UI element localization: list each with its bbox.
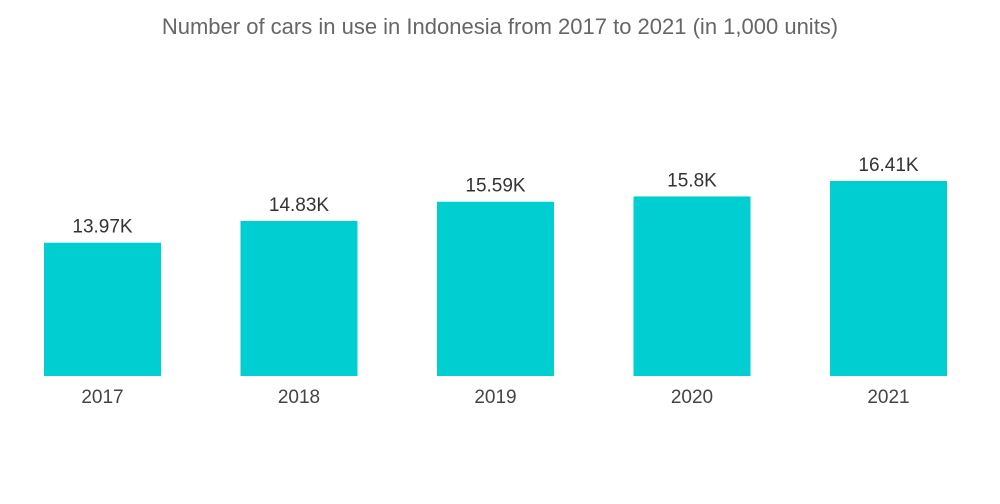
x-tick-label-2017: 2017	[81, 387, 123, 408]
x-tick-label-2019: 2019	[474, 387, 516, 408]
value-label-2018: 14.83K	[269, 195, 330, 216]
chart-title: Number of cars in use in Indonesia from …	[161, 14, 839, 39]
value-label-2020: 15.8K	[667, 170, 717, 191]
value-label-2019: 15.59K	[465, 176, 526, 197]
bar-2020	[633, 196, 751, 376]
x-axis-tick-labels: 2017 2018 2019 2020 2021	[81, 387, 909, 408]
bar-2017	[44, 242, 161, 376]
x-tick-label-2021: 2021	[867, 387, 909, 408]
bar-2018	[240, 220, 358, 376]
bars-layer	[44, 181, 947, 376]
value-label-2017: 13.97K	[72, 217, 133, 238]
x-tick-label-2020: 2020	[671, 387, 713, 408]
bar-2021	[830, 181, 947, 376]
value-label-2021: 16.41K	[858, 155, 919, 176]
x-tick-label-2018: 2018	[278, 387, 320, 408]
value-labels-layer: 13.97K 14.83K 15.59K 15.8K 16.41K	[72, 155, 919, 238]
bar-2019	[437, 201, 554, 376]
